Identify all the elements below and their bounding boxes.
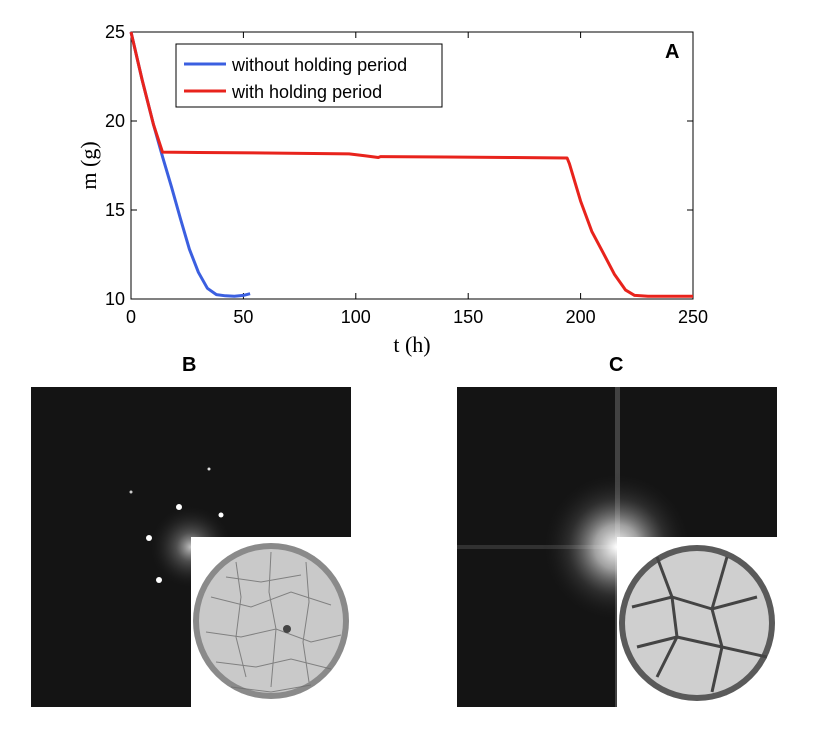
x-tick-label: 0: [126, 307, 136, 327]
x-tick-label: 50: [233, 307, 253, 327]
series-line-2: [129, 31, 693, 298]
panel-c-label: C: [609, 354, 624, 376]
x-tick-label: 200: [566, 307, 596, 327]
dish-photo-c-frame: [617, 537, 777, 707]
x-axis-label: t (h): [393, 332, 430, 357]
x-tick-label: 250: [678, 307, 708, 327]
fft-peak: [218, 512, 224, 518]
x-tick-label: 100: [341, 307, 371, 327]
dish-photo-b-frame: [191, 537, 351, 707]
dish-photo-b: [193, 543, 349, 699]
dish-photo-c: [619, 545, 775, 701]
panel-b-label: B: [182, 354, 197, 376]
legend-box: [175, 43, 443, 108]
fft-peak: [176, 504, 182, 510]
plot-frame: [130, 31, 694, 300]
y-tick-label: 20: [105, 111, 125, 131]
y-tick-label: 10: [105, 289, 125, 309]
fft-peak: [129, 490, 133, 494]
fft-peak: [156, 577, 162, 583]
y-tick-label: 15: [105, 200, 125, 220]
x-tick-label: 150: [453, 307, 483, 327]
y-axis-label: m (g): [76, 141, 101, 189]
panel-a-label: A: [665, 41, 679, 63]
fft-peak: [207, 467, 211, 471]
fft-peak: [146, 535, 152, 541]
legend-entry: without holding period: [231, 55, 407, 75]
y-tick-label: 25: [105, 22, 125, 42]
legend-entry: with holding period: [231, 82, 382, 102]
mass-vs-time-chart: 0 50 100 150 200 250 10 15 20 25 without holding p…: [76, 22, 708, 357]
